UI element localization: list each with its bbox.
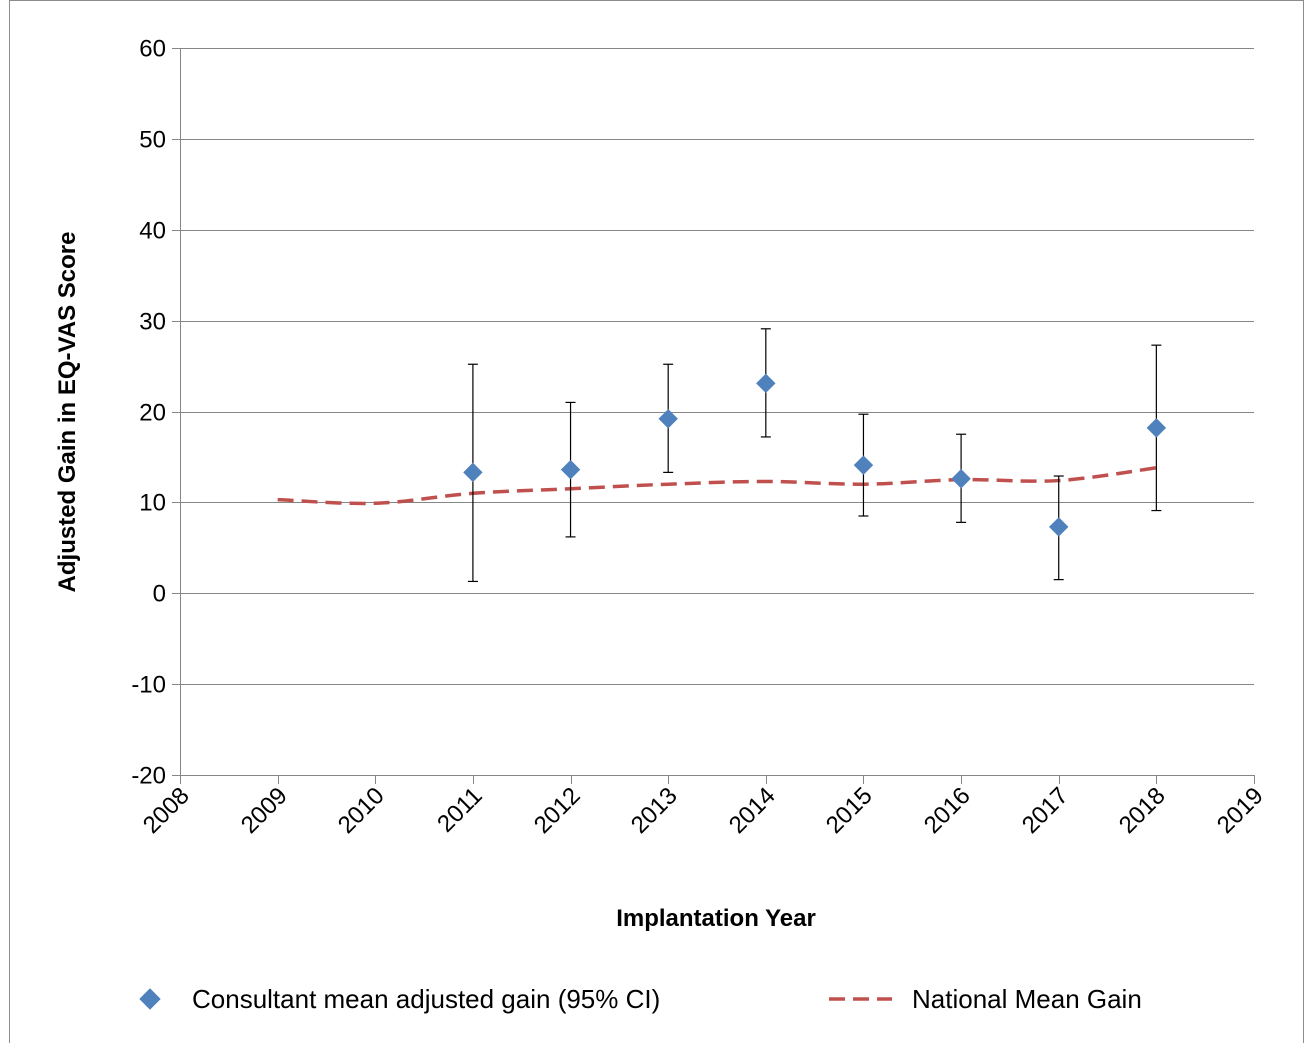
y-tick-label: -20 [131, 763, 166, 790]
y-tick-label: 60 [139, 36, 166, 63]
y-tick-label: -10 [131, 672, 166, 699]
y-tick-label: 30 [139, 309, 166, 336]
legend-label-consultant: Consultant mean adjusted gain (95% CI) [192, 984, 660, 1014]
y-tick-label: 50 [139, 127, 166, 154]
chart-frame [10, 1, 1304, 1043]
y-tick-label: 40 [139, 218, 166, 245]
legend: Consultant mean adjusted gain (95% CI) N… [140, 984, 1142, 1014]
y-axis-title: Adjusted Gain in EQ-VAS Score [54, 232, 81, 593]
y-tick-label: 10 [139, 490, 166, 517]
y-tick-label: 20 [139, 400, 166, 427]
x-axis-title: Implantation Year [616, 905, 816, 932]
legend-label-national: National Mean Gain [912, 984, 1142, 1014]
y-tick-label: 0 [153, 581, 166, 608]
